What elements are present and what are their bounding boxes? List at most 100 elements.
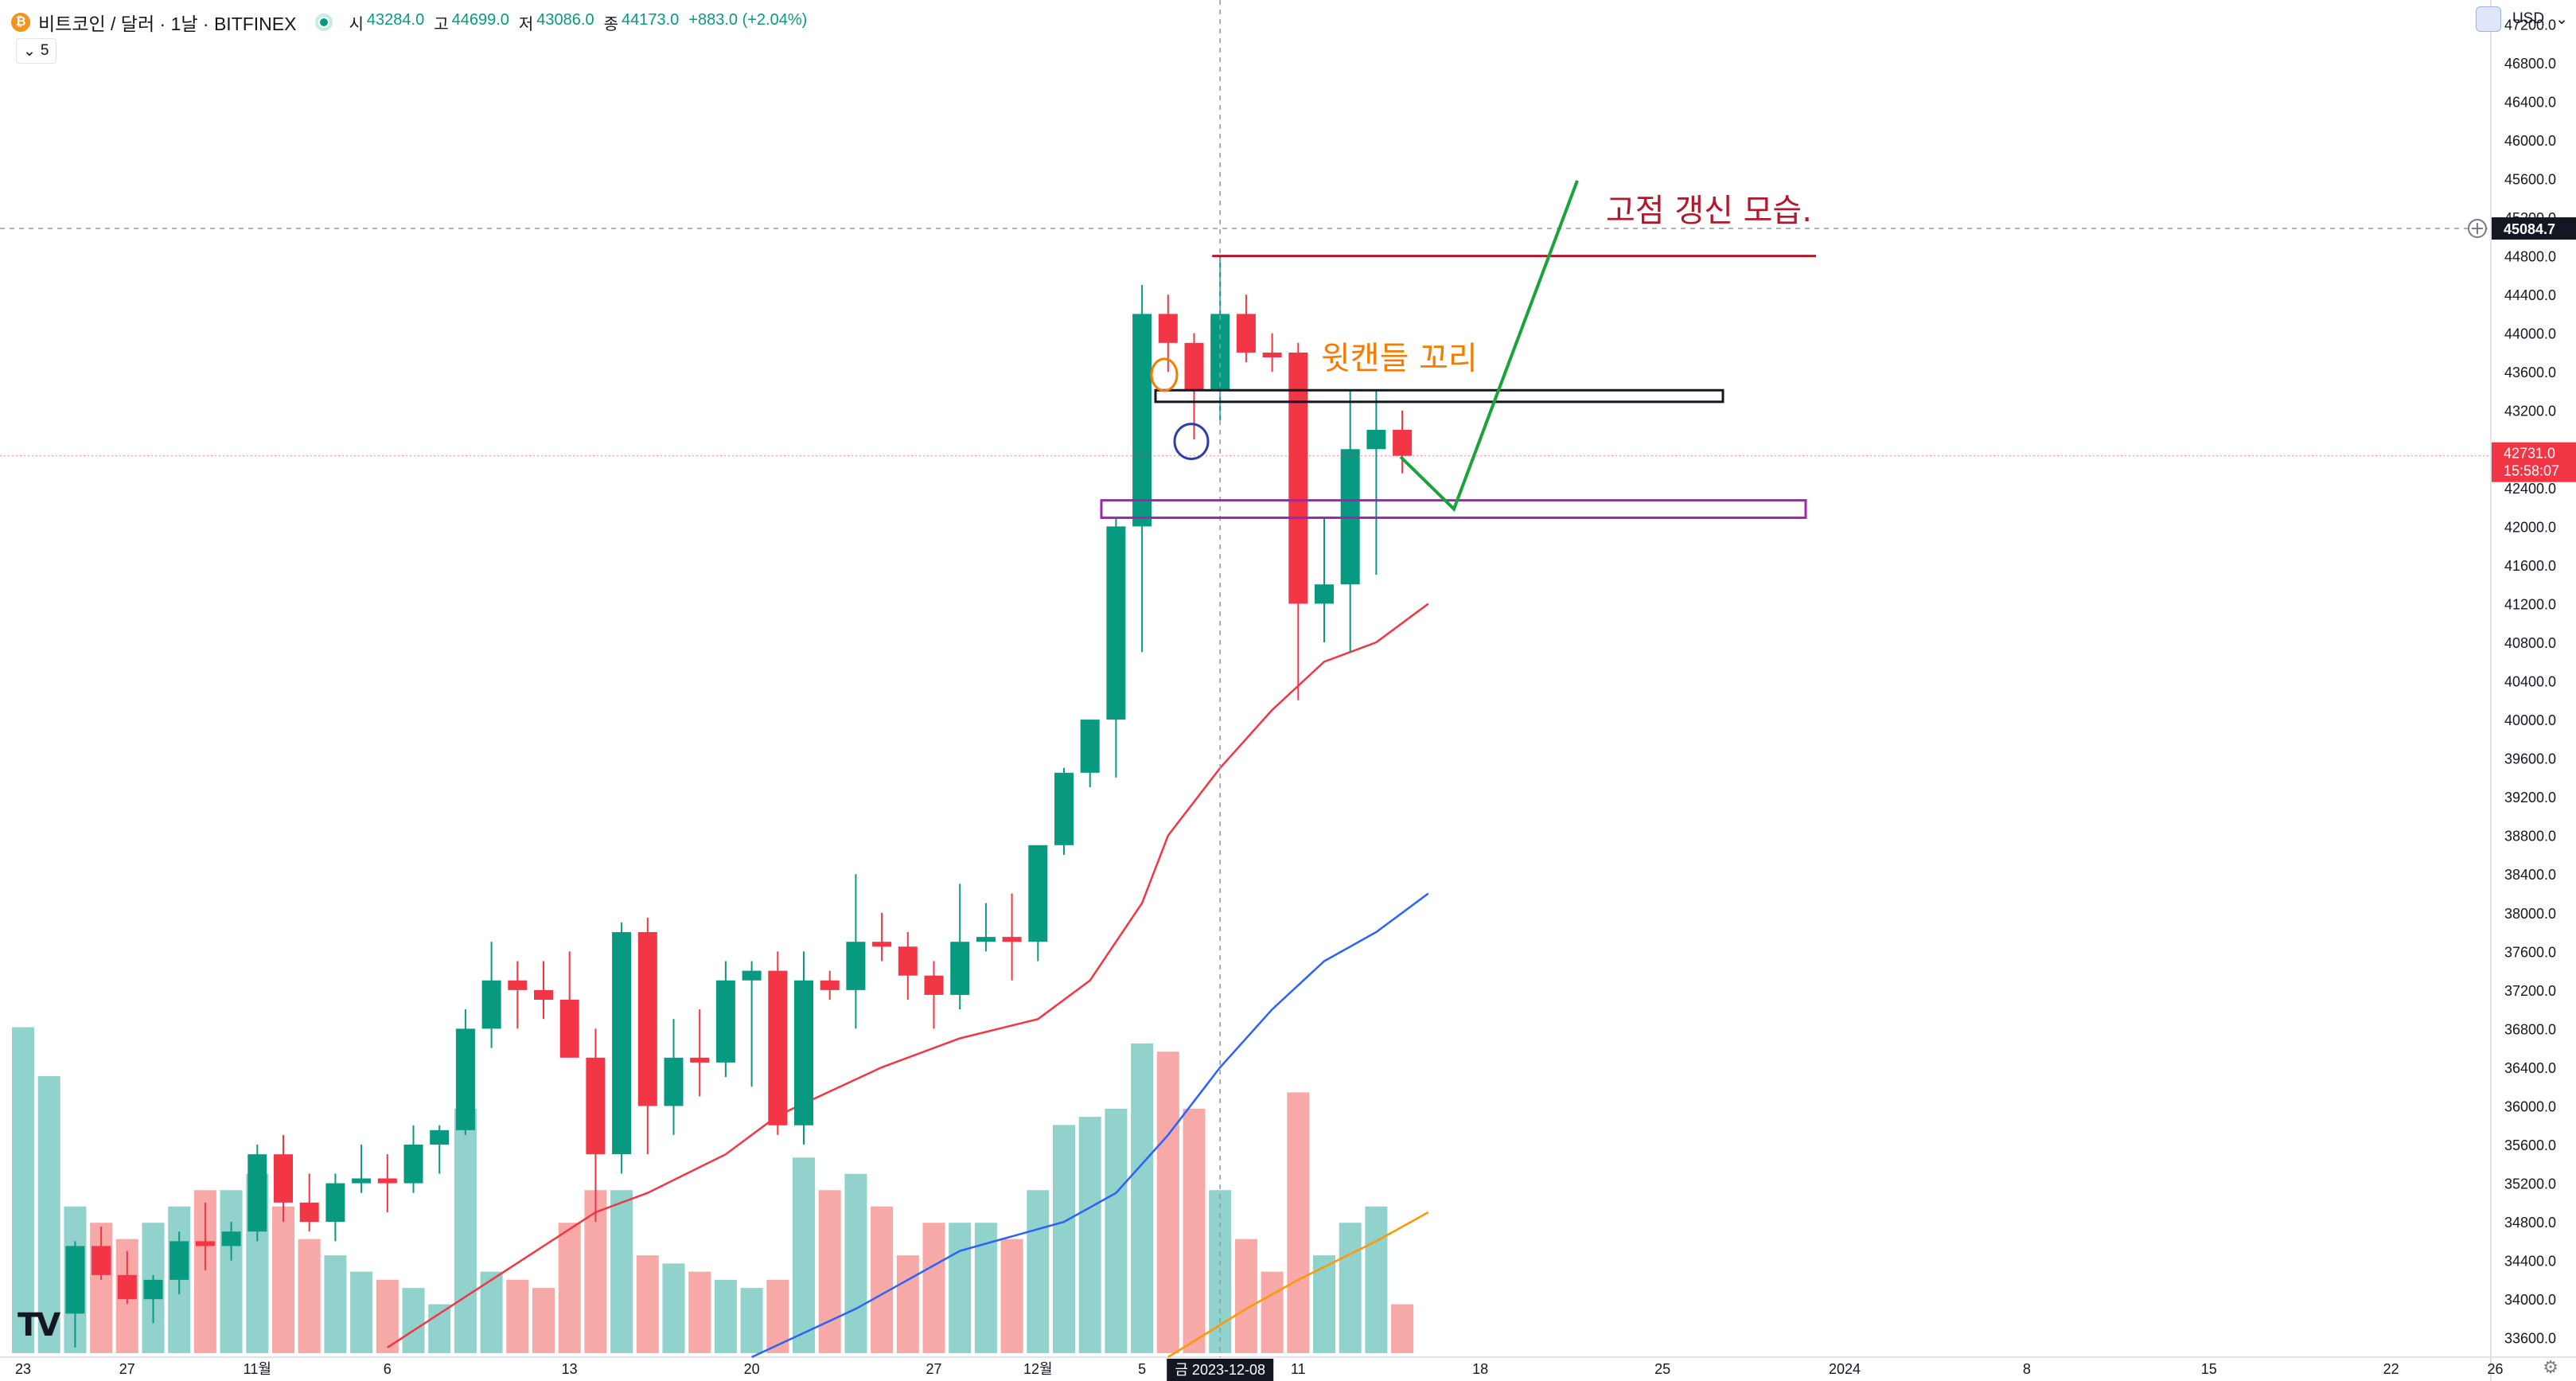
last-price-label: 42731.0 — [2504, 446, 2555, 462]
volume-bar — [1234, 1239, 1257, 1353]
candle-body — [637, 932, 657, 1106]
time-tick-label: 26 — [2487, 1361, 2503, 1377]
last-price-box — [2492, 442, 2576, 482]
candle-body — [950, 942, 970, 995]
candle-body — [65, 1246, 85, 1314]
volume-bar — [922, 1223, 945, 1353]
object-tree-icon[interactable] — [2475, 6, 2501, 32]
volume-bar — [871, 1206, 894, 1353]
volume-bar — [532, 1288, 555, 1353]
volume-bar — [714, 1279, 737, 1353]
tradingview-logo-icon[interactable]: TV — [18, 1307, 60, 1344]
volume-bar — [37, 1075, 60, 1353]
volume-bar — [610, 1190, 633, 1353]
crosshair-price-box — [2492, 217, 2576, 240]
candle-body — [1262, 352, 1282, 358]
volume-bar — [506, 1279, 529, 1353]
candle-body — [247, 1154, 267, 1232]
candle-body — [715, 980, 735, 1063]
price-tick-label: 34800.0 — [2504, 1215, 2556, 1231]
time-tick-label: 20 — [744, 1361, 760, 1377]
candle-body — [274, 1154, 293, 1203]
time-tick-label: 13 — [562, 1361, 578, 1377]
candle-body — [872, 942, 892, 947]
price-tick-label: 42400.0 — [2504, 481, 2556, 497]
price-tick-label: 44000.0 — [2504, 326, 2556, 342]
price-tick-label: 38800.0 — [2504, 829, 2556, 845]
candle-body — [924, 975, 944, 995]
price-tick-label: 46800.0 — [2504, 56, 2556, 72]
volume-bar — [1105, 1108, 1128, 1353]
price-tick-label: 37600.0 — [2504, 944, 2556, 960]
candle-body — [690, 1057, 710, 1063]
time-tick-label: 12월 — [1023, 1361, 1053, 1377]
time-tick-label: 5 — [1138, 1361, 1146, 1377]
candle-body — [1288, 352, 1308, 604]
volume-bar — [1027, 1190, 1050, 1353]
candle-body — [534, 989, 553, 1000]
candle-body — [742, 970, 762, 981]
candle-body — [1366, 430, 1386, 450]
price-tick-label: 36400.0 — [2504, 1060, 2556, 1076]
volume-bar — [350, 1271, 373, 1353]
gear-icon[interactable]: ⚙ — [2543, 1357, 2558, 1377]
price-tick-label: 36800.0 — [2504, 1021, 2556, 1037]
volume-bar — [428, 1304, 451, 1353]
crosshair-price-label: 45084.7 — [2504, 221, 2555, 237]
candle-body — [1315, 584, 1334, 604]
candle-body — [1184, 342, 1204, 392]
volume-bar — [1183, 1108, 1206, 1353]
time-tick-label: 18 — [1472, 1361, 1488, 1377]
candle-body — [455, 1028, 475, 1130]
candle-body — [143, 1279, 163, 1300]
candle-body — [976, 937, 996, 942]
volume-bar — [1339, 1223, 1362, 1353]
volume-bar — [740, 1288, 763, 1353]
candle-body — [377, 1178, 397, 1184]
ohlc-open-value: 43284.0 — [366, 10, 425, 29]
ohlc-close-value: 44173.0 — [622, 10, 680, 29]
time-tick-label: 22 — [2383, 1361, 2399, 1377]
candle-body — [1158, 314, 1178, 343]
price-tick-label: 38400.0 — [2504, 867, 2556, 883]
volume-bar — [1391, 1304, 1414, 1353]
volume-bar — [844, 1173, 867, 1353]
volume-bar — [454, 1108, 477, 1353]
chevron-down-icon: ⌄ — [23, 42, 36, 60]
volume-bar — [1156, 1051, 1179, 1353]
candle-body — [846, 942, 866, 990]
projection-line — [1399, 180, 1579, 513]
ohlc-change-value: +883.0 (+2.04%) — [688, 10, 808, 29]
volume-bar — [220, 1190, 243, 1353]
symbol-title[interactable]: 비트코인 / 달러 · 1날 · BITFINEX — [38, 14, 297, 34]
price-tick-label: 40000.0 — [2504, 712, 2556, 728]
volume-bar — [636, 1255, 659, 1353]
volume-bar — [1053, 1125, 1075, 1353]
volume-bar — [1261, 1271, 1284, 1353]
candle-body — [1002, 937, 1022, 942]
crosshair-date-box — [1167, 1359, 1274, 1381]
candle-body — [352, 1178, 372, 1184]
volume-bar — [324, 1255, 347, 1353]
time-tick-label: 23 — [15, 1361, 31, 1377]
volume-bar — [896, 1255, 919, 1353]
currency-selector[interactable]: USD — [2512, 10, 2545, 27]
ohlc-high-label: 고 — [434, 15, 449, 33]
candle-body — [820, 980, 840, 990]
candle-body — [1054, 772, 1074, 845]
price-tick-label: 44800.0 — [2504, 249, 2556, 265]
candle-body — [1106, 526, 1126, 720]
candle-body — [481, 980, 501, 1029]
candle-body — [195, 1241, 215, 1246]
volume-bar — [1078, 1117, 1101, 1353]
candle-body — [898, 946, 918, 976]
volume-bar — [818, 1190, 841, 1353]
indicator-collapse-button[interactable]: ⌄ 5 — [16, 38, 57, 64]
price-tick-label: 37200.0 — [2504, 983, 2556, 999]
price-tick-label: 43200.0 — [2504, 404, 2556, 419]
annotation-wick-text: 윗캔들 꼬리 — [1321, 341, 1478, 377]
price-tick-label: 33600.0 — [2504, 1331, 2556, 1347]
candle-body — [1393, 430, 1413, 456]
chevron-down-icon: ⌄ — [2555, 10, 2568, 28]
